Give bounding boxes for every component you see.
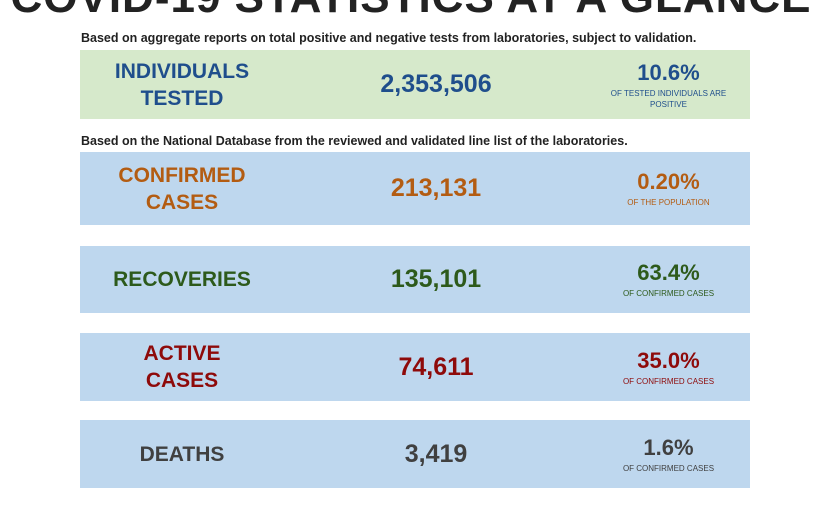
- note: Based on the National Database from the …: [81, 134, 628, 148]
- row-percent: 1.6%: [643, 434, 694, 460]
- row-label: DEATHS: [139, 442, 225, 466]
- row-percent: 35.0%: [637, 347, 700, 373]
- row-caption: OF TESTED INDIVIDUALS ARE POSITIVE: [610, 88, 727, 109]
- title: COVID-19 STATISTICS AT A GLANCE: [0, 0, 822, 23]
- stat-row: INDIVIDUALS TESTED 2,353,506 10.6% OF TESTE…: [80, 50, 750, 119]
- row-label: ACTIVE CASES: [143, 342, 221, 392]
- row-value: 2,353,506: [380, 70, 492, 98]
- row-label-box: RECOVERIES: [80, 246, 284, 313]
- row-label-box: DEATHS: [80, 420, 284, 488]
- row-value: 74,611: [398, 352, 474, 381]
- row-percent: 0.20%: [637, 169, 700, 194]
- row-label-box: CONFIRMED CASES: [80, 152, 284, 225]
- stat-row: CONFIRMED CASES 213,131 0.20% OF THE POPULA…: [80, 152, 750, 225]
- row-percent-box: 1.6% OF CONFIRMED CASES: [580, 420, 757, 488]
- row-percent-box: 35.0% OF CONFIRMED CASES: [580, 333, 757, 401]
- row-percent: 63.4%: [637, 260, 700, 285]
- note: Based on aggregate reports on total posi…: [81, 31, 697, 45]
- row-caption: OF THE POPULATION: [627, 198, 710, 207]
- stat-row: ACTIVE CASES 74,611 35.0% OF CONFIRMED CASE…: [80, 333, 750, 401]
- row-label: INDIVIDUALS TESTED: [114, 59, 250, 110]
- row-percent-box: 0.20% OF THE POPULATION: [580, 152, 757, 225]
- row-percent-box: 10.6% OF TESTED INDIVIDUALS ARE POSITIVE: [580, 50, 757, 119]
- row-caption: OF CONFIRMED CASES: [622, 376, 715, 386]
- row-value: 135,101: [390, 265, 482, 293]
- row-percent-box: 63.4% OF CONFIRMED CASES: [580, 246, 757, 313]
- row-caption: OF CONFIRMED CASES: [622, 463, 715, 473]
- row-percent: 10.6%: [637, 59, 700, 85]
- row-value: 213,131: [390, 174, 482, 202]
- row-label: RECOVERIES: [113, 268, 251, 291]
- stat-row: DEATHS 3,419 1.6% OF CONFIRMED CASES: [80, 420, 750, 488]
- row-value: 3,419: [404, 439, 468, 468]
- row-label-box: ACTIVE CASES: [80, 333, 284, 401]
- row-caption: OF CONFIRMED CASES: [622, 289, 715, 298]
- row-label-box: INDIVIDUALS TESTED: [80, 50, 284, 119]
- stat-row: RECOVERIES 135,101 63.4% OF CONFIRMED CASES: [80, 246, 750, 313]
- row-label: CONFIRMED CASES: [118, 163, 246, 214]
